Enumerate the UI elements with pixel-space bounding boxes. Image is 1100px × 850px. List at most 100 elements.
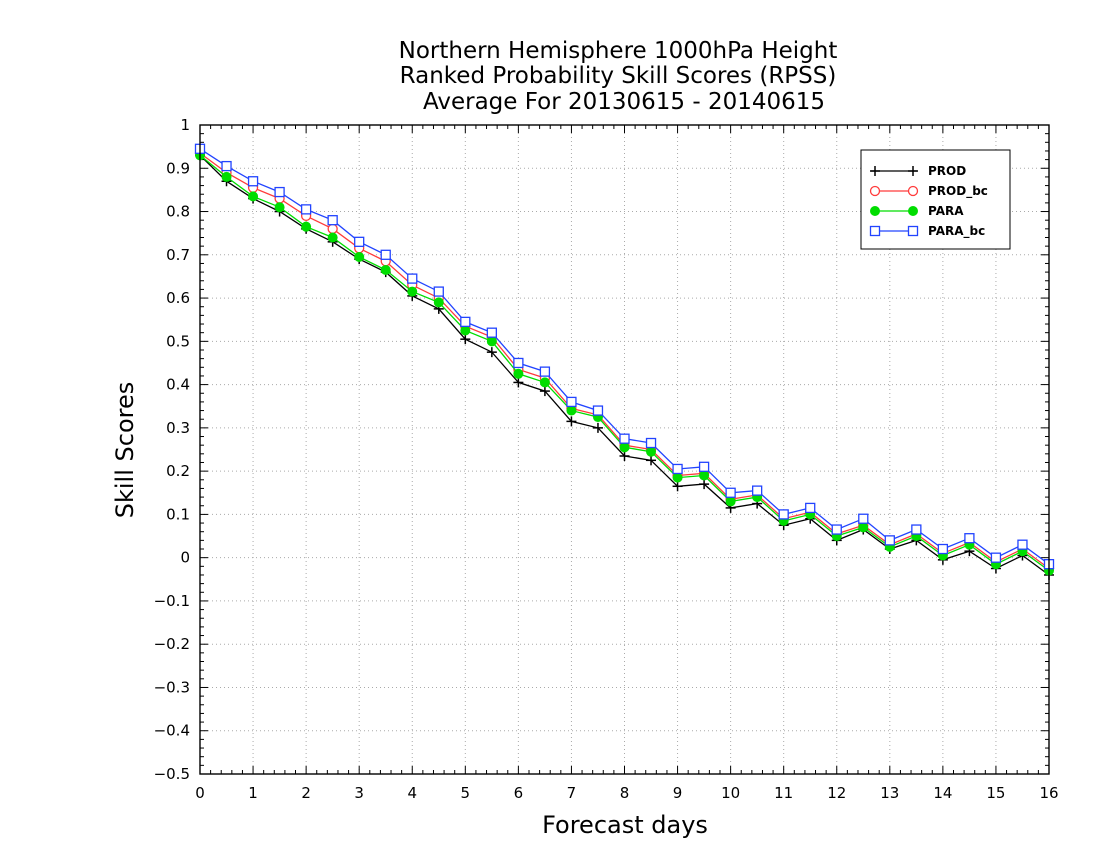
series-para-bc-point [911,524,922,535]
series-para-point [858,522,869,533]
y-tick-label: −0.5 [154,765,190,783]
series-para-bc-point [327,215,338,226]
y-tick-label: −0.2 [154,635,190,653]
series-para-point [539,377,550,388]
x-tick-label: 10 [721,784,740,802]
legend-item-prod: PROD [870,164,966,178]
legend-marker-end [907,185,919,197]
y-tick-label: 0.9 [166,159,190,177]
x-tick-label: 15 [986,784,1005,802]
series-para-bc-point [433,286,444,297]
series-para-bc-point [486,327,497,338]
series-para-point [221,171,232,182]
x-tick-label: 9 [673,784,683,802]
series-prod-point [646,455,657,466]
series-para-point [433,297,444,308]
series-para-bc-point [805,502,816,514]
legend-marker-end [907,225,919,237]
series-para-bc-point [858,513,869,524]
legend-item-para: PARA [870,204,964,218]
series-para-point [699,470,710,481]
chart-title: Northern Hemisphere 1000hPa Height Ranke… [399,38,838,115]
series-para-bc-point [460,316,471,328]
series-para-bc-point [539,366,551,377]
series-prod-point [592,422,603,433]
y-tick-label: −0.3 [154,678,190,696]
series-para-bc-point [645,437,657,449]
series-para-bc-point [300,204,312,215]
series-para-point [486,336,497,347]
x-tick-label: 5 [461,784,471,802]
series-para-bc-point [990,552,1002,563]
data-series [194,143,1055,580]
x-tick-label: 16 [1039,784,1058,802]
series-para-bc-point [1017,539,1028,550]
x-tick-label: 11 [774,784,793,802]
x-tick-label: 2 [301,784,311,802]
series-para-bc-point [752,485,763,496]
y-tick-label: 0.8 [166,203,190,221]
series-para-point [327,232,338,243]
series-para-bc-point [592,405,604,416]
series-para-bc-point [672,463,683,475]
series-para-bc-point [619,433,630,444]
title-line-2: Ranked Probability Skill Scores (RPSS) [400,63,837,89]
series-para-bc-point [964,533,975,544]
series-prod-point [539,386,550,397]
legend-label: PARA [928,204,964,218]
series-para-bc-point [725,487,736,498]
legend-item-prod-bc: PROD_bc [869,184,988,199]
series-para-bc-point [274,186,285,198]
x-tick-label: 1 [248,784,258,802]
series-prod-point [619,450,630,461]
legend: PROD PROD_bc PARA PARA_bc [860,149,1011,250]
y-tick-label: 1 [180,116,190,134]
series-para-bc-point [221,160,232,172]
series-para-bc-point [778,509,789,520]
series-para-point [566,405,577,416]
y-tick-label: 0.6 [166,289,190,307]
series-para-bc-point [380,249,391,260]
series-prod-bc-point [327,223,338,234]
series-para-point [513,368,524,379]
series-para-bc-point [831,524,842,535]
y-tick-label: 0.7 [166,246,190,264]
series-prod-point [566,416,577,427]
series-para-bc-point [513,357,524,369]
series-prod-point [486,347,497,358]
legend-label: PARA_bc [928,224,985,239]
y-tick-label: 0.1 [166,505,190,523]
legend-marker-start [870,206,880,216]
legend-marker-start [870,166,880,176]
legend-box [860,149,1011,250]
series-prod-point [699,479,710,490]
legend-label: PROD_bc [928,184,988,199]
y-tick-label: 0.4 [166,376,190,394]
series-para-bc-point [884,535,895,546]
legend-marker-end [908,206,918,216]
legend-label: PROD [928,164,966,178]
series-prod-point [672,481,683,492]
series-prod-point [460,334,471,345]
series-para-bc-point [354,236,365,247]
x-tick-label: 12 [827,784,846,802]
x-tick-label: 7 [567,784,577,802]
y-tick-label: 0.3 [166,419,190,437]
series-para-point [460,325,471,336]
series-para-point [380,264,391,275]
series-para-bc-point [407,273,418,284]
legend-marker-start [869,185,881,197]
series-para-point [354,251,365,262]
title-line-3: Average For 20130615 - 20140615 [423,89,825,115]
y-tick-label: 0.2 [166,462,190,480]
y-tick-label: 0 [180,549,190,567]
legend-marker-start [869,225,881,237]
series-para-point [274,202,285,213]
series-prod-point [513,377,524,388]
series-para-point [672,472,683,483]
y-tick-label: −0.4 [154,722,190,740]
series-para-point [407,286,418,297]
grid [200,125,1049,774]
x-tick-label: 4 [407,784,417,802]
y-axis-label: Skill Scores [111,382,139,519]
